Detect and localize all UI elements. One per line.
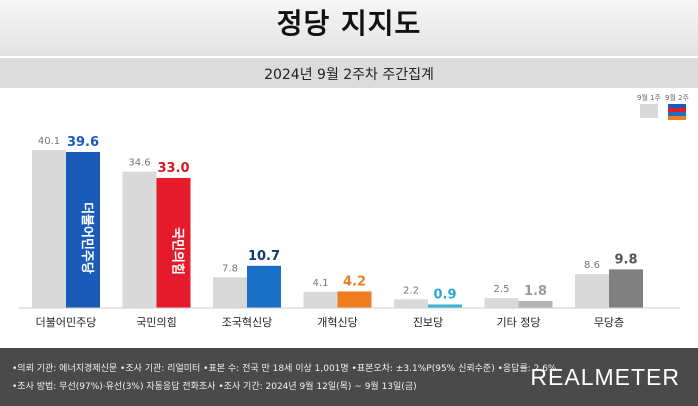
bar-previous <box>32 150 66 308</box>
value-label-current: 10.7 <box>248 249 280 264</box>
survey-note-1: •의뢰 기관: 에너지경제신문 •조사 기관: 리얼미터 •표본 수: 전국 만… <box>12 364 557 374</box>
value-label-previous: 2.2 <box>403 285 419 296</box>
chart-legend: 9월 1주 9월 2주 <box>637 93 690 120</box>
legend-label-current: 9월 2주 <box>665 93 690 102</box>
category-label: 더불어민주당 <box>36 316 97 329</box>
category-label: 조국혁신당 <box>222 316 273 329</box>
value-label-previous: 4.1 <box>313 278 329 289</box>
category-label: 무당층 <box>594 316 624 329</box>
bar-previous <box>122 171 157 308</box>
subtitle-bar: 2024년 9월 2주차 주간집계 <box>0 58 698 88</box>
legend-swatch-previous <box>640 104 658 118</box>
value-label-previous: 8.6 <box>584 260 600 271</box>
bar-current <box>518 300 553 308</box>
value-label-previous: 34.6 <box>128 158 150 169</box>
bar-previous <box>394 299 428 308</box>
footer: •의뢰 기관: 에너지경제신문 •조사 기관: 리얼미터 •표본 수: 전국 만… <box>0 348 698 406</box>
legend-swatch-current <box>668 104 686 120</box>
bar-current <box>66 151 100 308</box>
category-label: 개혁신당 <box>317 316 357 329</box>
category-label: 기타 정당 <box>497 316 541 329</box>
value-label-current: 4.2 <box>343 274 366 289</box>
value-label-current: 33.0 <box>157 161 189 176</box>
value-label-previous: 2.5 <box>494 284 510 295</box>
bar-current <box>428 304 462 308</box>
header-banner: 정당 지지도 <box>0 0 698 56</box>
bar-previous <box>484 298 519 308</box>
survey-note-2: •조사 방법: 무선(97%)·유선(3%) 자동응답 전화조사 •조사 기간:… <box>12 382 417 392</box>
value-label-current: 39.6 <box>67 135 99 150</box>
bar-current <box>337 291 372 308</box>
value-label-current: 1.8 <box>524 284 547 299</box>
bar-previous <box>575 274 609 308</box>
bar-current <box>156 177 191 308</box>
party-logo: 더불어민주당 <box>79 202 95 274</box>
party-logo: 국민의힘 <box>170 227 186 275</box>
bar-previous <box>303 291 338 308</box>
bar-current <box>247 265 281 308</box>
page-title: 정당 지지도 <box>276 7 422 40</box>
value-label-previous: 40.1 <box>38 136 60 147</box>
category-label: 국민의힘 <box>136 316 176 329</box>
realmeter-logo: REALMETER <box>530 364 680 390</box>
value-label-current: 9.8 <box>614 252 637 267</box>
value-label-previous: 7.8 <box>222 263 238 274</box>
bar-current <box>609 269 643 308</box>
category-label: 진보당 <box>413 316 443 329</box>
bar-previous <box>213 277 247 308</box>
legend-label-previous: 9월 1주 <box>637 93 662 102</box>
value-label-current: 0.9 <box>433 287 456 302</box>
page-subtitle: 2024년 9월 2주차 주간집계 <box>264 67 434 83</box>
